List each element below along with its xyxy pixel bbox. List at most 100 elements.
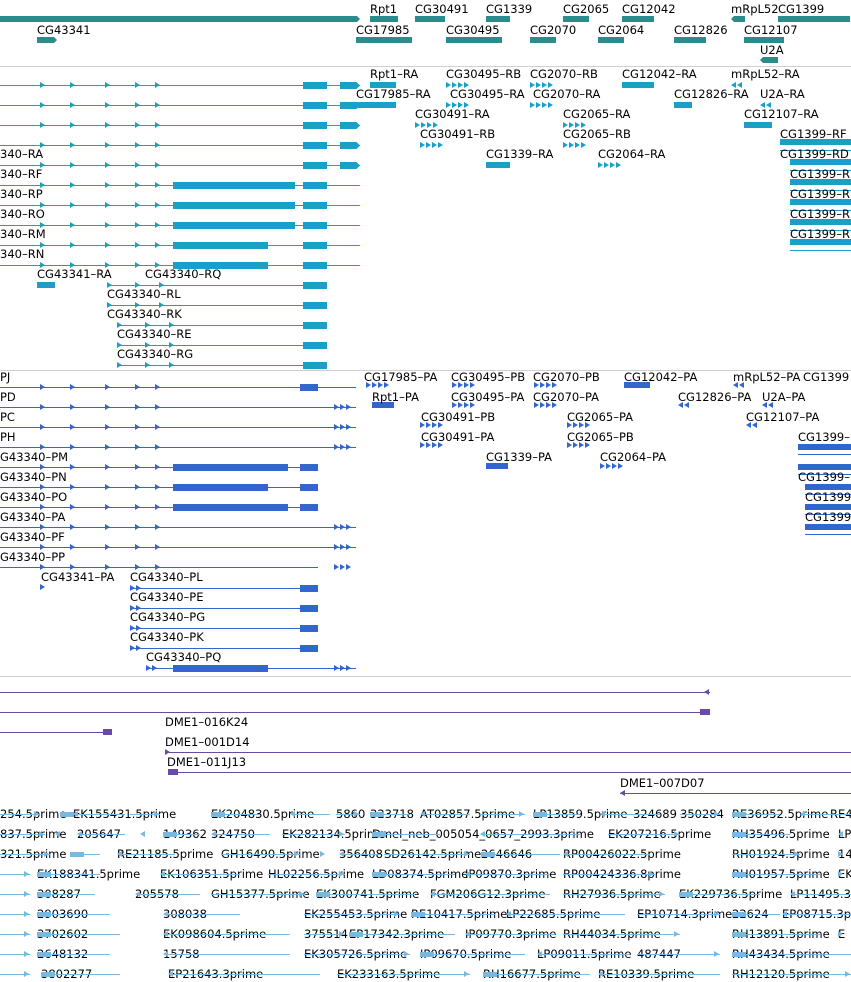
strand-chevron — [432, 422, 437, 428]
strand-chevron — [659, 891, 664, 897]
strand-chevron — [421, 122, 426, 128]
strand-chevron — [135, 544, 140, 550]
gene-label: CG2070 — [530, 23, 576, 37]
gene-label: CG2064 — [598, 23, 644, 37]
protein-label: CG2070–PA — [533, 390, 599, 404]
protein-exon — [300, 484, 318, 491]
strand-chevron — [40, 142, 45, 148]
strand-chevron — [573, 422, 578, 428]
strand-chevron — [563, 142, 568, 148]
transcript-label: CG43340–RL — [107, 287, 181, 301]
strand-chevron — [540, 402, 545, 408]
strand-chevron — [145, 342, 150, 348]
protein-label: G43340–PO — [0, 490, 67, 504]
strand-chevron — [159, 282, 164, 288]
strand-chevron — [70, 504, 75, 510]
strand-chevron — [334, 564, 339, 570]
protein-label: CG43340–PK — [130, 630, 204, 644]
strand-chevron — [372, 382, 377, 388]
gene-feature — [37, 37, 57, 43]
protein-label: CG1399– — [798, 470, 850, 484]
strand-chevron — [105, 504, 110, 510]
gene-feature — [563, 16, 589, 22]
protein-exon — [173, 504, 288, 511]
strand-chevron — [135, 302, 140, 308]
strand-chevron — [438, 442, 443, 448]
transcript-label: CG2070–RB — [530, 67, 598, 81]
strand-chevron — [294, 851, 299, 857]
strand-chevron — [569, 122, 574, 128]
strand-chevron — [752, 422, 757, 428]
strand-chevron — [70, 444, 75, 450]
transcript-exon — [340, 122, 360, 129]
clone-end — [168, 769, 178, 775]
transcript-exon — [780, 139, 851, 145]
strand-chevron — [563, 122, 568, 128]
transcript-exon — [790, 199, 851, 205]
strand-chevron — [40, 524, 45, 530]
strand-chevron — [714, 911, 719, 917]
strand-chevron — [519, 811, 524, 817]
strand-chevron — [552, 402, 557, 408]
est-block — [732, 872, 746, 877]
transcript-label: CG43340–RK — [107, 307, 182, 321]
gene-label: U2A — [760, 43, 784, 57]
strand-chevron — [169, 322, 174, 328]
strand-chevron — [339, 851, 344, 857]
strand-chevron — [346, 444, 351, 450]
strand-chevron — [77, 831, 82, 837]
strand-chevron — [552, 382, 557, 388]
strand-chevron — [105, 102, 110, 108]
strand-chevron — [760, 102, 765, 108]
transcript-exon — [303, 222, 327, 229]
transcript-exon — [37, 282, 55, 288]
strand-chevron — [530, 82, 535, 88]
strand-chevron — [105, 162, 110, 168]
strand-chevron — [536, 82, 541, 88]
gene-feature — [778, 16, 850, 22]
transcript-exon — [303, 362, 327, 369]
strand-chevron — [130, 645, 135, 651]
protein-label: CG43340–PL — [130, 570, 203, 584]
protein-label: CG43341–PA — [41, 570, 114, 584]
strand-chevron — [384, 382, 389, 388]
strand-chevron — [73, 811, 78, 817]
strand-chevron — [70, 102, 75, 108]
strand-chevron — [585, 442, 590, 448]
strand-chevron — [211, 831, 216, 837]
protein-label: CG1399 — [803, 370, 849, 384]
transcript-exon — [674, 102, 692, 108]
strand-chevron — [136, 585, 141, 591]
protein-label: G43340–PA — [0, 510, 65, 524]
protein-exon — [300, 585, 318, 592]
strand-chevron — [140, 831, 145, 837]
strand-chevron — [458, 82, 463, 88]
strand-chevron — [464, 82, 469, 88]
est-block — [163, 832, 177, 837]
strand-chevron — [155, 242, 160, 248]
strand-chevron — [446, 82, 451, 88]
gene-label: CG12042 — [622, 2, 676, 16]
transcript-exon — [303, 302, 327, 309]
strand-chevron — [800, 811, 805, 817]
strand-chevron — [340, 544, 345, 550]
strand-chevron — [458, 102, 463, 108]
strand-chevron — [733, 382, 738, 388]
strand-chevron — [739, 382, 744, 388]
strand-chevron — [334, 665, 339, 671]
strand-chevron — [480, 831, 485, 837]
protein-exon — [486, 463, 508, 469]
strand-chevron — [649, 871, 654, 877]
strand-chevron — [339, 831, 344, 837]
strand-chevron — [160, 871, 165, 877]
strand-chevron — [334, 544, 339, 550]
gene-label: CG2065 — [563, 2, 609, 16]
strand-chevron — [105, 404, 110, 410]
clone-label: DME1–016K24 — [165, 715, 248, 729]
strand-chevron — [105, 544, 110, 550]
strand-chevron — [438, 142, 443, 148]
transcript-label: 340–RA — [0, 147, 43, 161]
strand-chevron — [40, 122, 45, 128]
protein-label: CG2070–PB — [533, 370, 600, 384]
